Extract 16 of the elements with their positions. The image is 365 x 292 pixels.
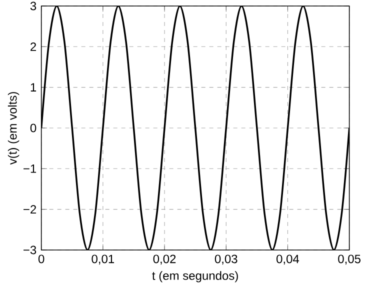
y-tick-label: −2 (24, 205, 36, 214)
y-tick-label: 2 (30, 42, 36, 51)
x-tick-label: 0,01 (92, 254, 114, 265)
x-tick-label: 0,02 (153, 254, 176, 265)
x-tick-label: 0,05 (338, 254, 360, 265)
y-tick-label: 0 (30, 124, 36, 132)
y-tick-label: −3 (24, 246, 36, 254)
y-tick-label: 3 (30, 2, 36, 10)
x-axis-title: t (em segundos) (152, 271, 238, 282)
y-axis-title: v(t) (em volts) (8, 92, 20, 165)
line-series (41, 6, 350, 250)
x-tick-label: 0 (38, 254, 44, 264)
y-tick-label: −1 (24, 164, 36, 173)
x-tick-label: 0,03 (214, 254, 238, 265)
x-tick-label: 0,04 (276, 254, 300, 265)
y-tick-label: 1 (30, 83, 36, 92)
